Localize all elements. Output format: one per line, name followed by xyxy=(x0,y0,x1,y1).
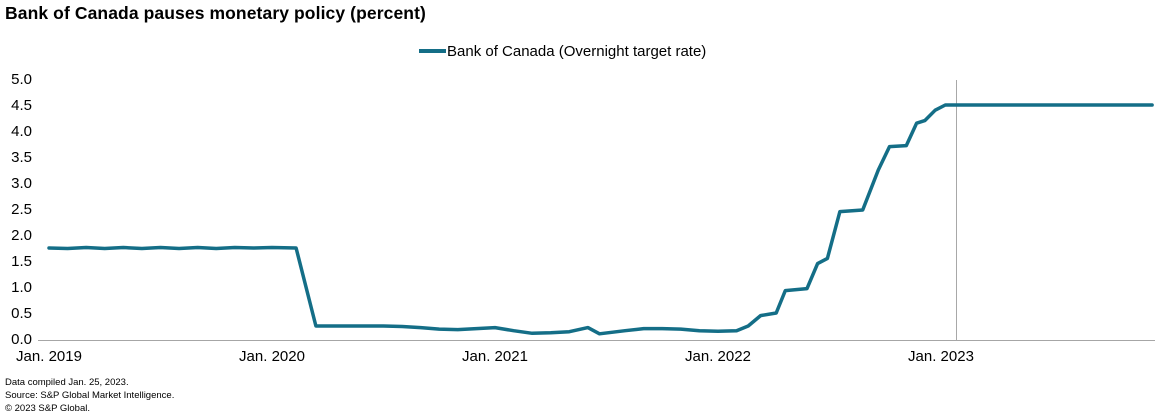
y-axis-tick-label: 4.5 xyxy=(11,97,32,114)
y-axis-tick-label: 2.0 xyxy=(11,227,32,244)
overnight-rate-series-line xyxy=(47,103,1154,336)
x-axis-tick-label: Jan. 2023 xyxy=(908,348,974,365)
x-axis-tick-label: Jan. 2021 xyxy=(462,348,528,365)
source-footer: Data compiled Jan. 25, 2023. Source: S&P… xyxy=(5,376,174,415)
y-axis-tick-label: 2.5 xyxy=(11,201,32,218)
y-axis-tick-label: 3.0 xyxy=(11,175,32,192)
y-axis-tick-label: 1.0 xyxy=(11,279,32,296)
x-axis-tick-label: Jan. 2020 xyxy=(239,348,305,365)
y-axis-tick-label: 0.5 xyxy=(11,305,32,322)
legend-line-swatch-icon xyxy=(419,49,446,53)
y-axis-tick-label: 0.0 xyxy=(11,331,32,348)
legend-series-label: Bank of Canada (Overnight target rate) xyxy=(447,42,707,60)
footer-copyright: © 2023 S&P Global. xyxy=(5,403,90,414)
footer-source: Source: S&P Global Market Intelligence. xyxy=(5,390,175,401)
x-axis-tick-label: Jan. 2019 xyxy=(16,348,82,365)
x-axis-tick-label: Jan. 2022 xyxy=(685,348,751,365)
chart-title: Bank of Canada pauses monetary policy (p… xyxy=(5,3,426,23)
y-axis-tick-label: 3.5 xyxy=(11,149,32,166)
y-axis-tick-label: 1.5 xyxy=(11,253,32,270)
y-axis-tick-label: 5.0 xyxy=(11,71,32,88)
legend: Bank of Canada (Overnight target rate) xyxy=(419,41,706,61)
y-axis-tick-label: 4.0 xyxy=(11,123,32,140)
footer-compiled-date: Data compiled Jan. 25, 2023. xyxy=(5,377,129,388)
